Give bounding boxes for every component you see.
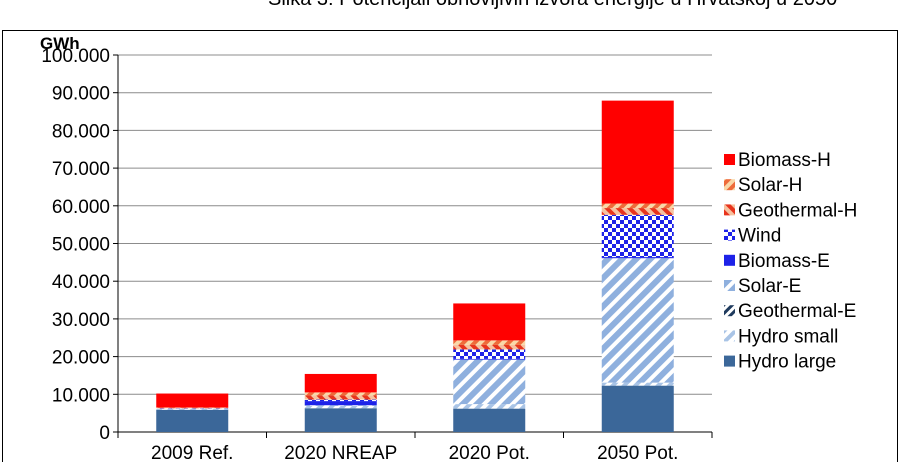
bar-segment-geothermal-h bbox=[601, 208, 674, 215]
legend-swatch bbox=[724, 229, 735, 241]
legend-label: Biomass-H bbox=[738, 150, 831, 171]
legend-swatch bbox=[724, 154, 735, 165]
legend-swatch bbox=[724, 204, 735, 216]
legend-label: Solar-H bbox=[738, 175, 802, 196]
bar-segment-wind bbox=[453, 349, 526, 359]
bar-segment-solar-h bbox=[304, 392, 377, 396]
y-tick-label: 20.000 bbox=[52, 348, 110, 369]
bar-segment-biomass-e bbox=[304, 401, 377, 406]
bar-segment-geothermal-h bbox=[453, 344, 526, 350]
legend-label: Hydro small bbox=[738, 326, 838, 347]
x-tick-label: 2020 Pot. bbox=[449, 443, 530, 464]
legend-label: Geothermal-E bbox=[738, 301, 856, 322]
legend-swatch bbox=[724, 280, 735, 291]
y-tick-label: 50.000 bbox=[52, 235, 110, 256]
y-tick-label: 70.000 bbox=[52, 159, 110, 180]
y-tick-label: 60.000 bbox=[52, 197, 110, 218]
y-axis-label: GWh bbox=[40, 34, 80, 53]
legend: Biomass-H Solar-H Geothermal-H Wind Biomass-… bbox=[724, 150, 857, 373]
y-tick-label: 90.000 bbox=[52, 84, 110, 105]
legend-swatch bbox=[724, 179, 735, 191]
y-tick-label: 0 bbox=[99, 423, 110, 444]
bar-segment-hydro-large bbox=[304, 408, 377, 432]
bars bbox=[156, 100, 674, 432]
x-tick-label: 2020 NREAP bbox=[284, 443, 397, 464]
bar-segment-biomass-e bbox=[453, 358, 526, 360]
bar-segment-hydro-large bbox=[156, 409, 229, 432]
bar-segment-hydro-small bbox=[304, 405, 377, 409]
bar-segment-biomass-e bbox=[601, 257, 674, 259]
legend-label: Biomass-E bbox=[738, 251, 830, 272]
bar-segment-biomass-h bbox=[453, 303, 526, 341]
legend-label: Hydro large bbox=[738, 352, 836, 373]
bar-segment-wind bbox=[601, 214, 674, 258]
bar-segment-solar-h bbox=[601, 203, 674, 209]
legend-swatch bbox=[724, 355, 735, 367]
y-tick-label: 40.000 bbox=[52, 272, 110, 293]
y-tick-label: 100.000 bbox=[41, 46, 110, 67]
bar-segment-hydro-large bbox=[601, 385, 674, 432]
bar-segment-wind bbox=[304, 399, 377, 402]
bar-segment-solar-e bbox=[601, 258, 674, 383]
bar-segment-hydro-small bbox=[601, 382, 674, 386]
y-tick-label: 30.000 bbox=[52, 310, 110, 331]
y-tick-label: 80.000 bbox=[52, 121, 110, 142]
bar-segment-hydro-small bbox=[156, 408, 229, 410]
legend-swatch bbox=[724, 305, 735, 317]
chart-title: Slika 3: Potencijali obnovljivih izvora … bbox=[268, 0, 837, 11]
bar-segment-solar-e bbox=[304, 405, 377, 406]
legend-swatch bbox=[724, 330, 735, 342]
bar-segment-hydro-large bbox=[453, 408, 526, 432]
axes: 0 10.000 20.000 30.000 40.000 50.000 60.000 70.… bbox=[41, 46, 713, 464]
bar-segment-biomass-h bbox=[601, 100, 674, 204]
y-tick-label: 10.000 bbox=[52, 385, 110, 406]
legend-label: Solar-E bbox=[738, 276, 801, 297]
bar-segment-biomass-h bbox=[156, 393, 229, 408]
legend-swatch bbox=[724, 254, 735, 266]
x-tick-label: 2009 Ref. bbox=[151, 443, 233, 464]
legend-label: Wind bbox=[738, 226, 781, 247]
x-tick-label: 2050 Pot. bbox=[597, 443, 678, 464]
bar-segment-biomass-h bbox=[304, 373, 377, 393]
legend-label: Geothermal-H bbox=[738, 200, 857, 221]
bar-segment-hydro-small bbox=[453, 404, 526, 409]
bar-segment-geothermal-h bbox=[304, 395, 377, 400]
chart-frame bbox=[2, 30, 898, 462]
bar-segment-solar-e bbox=[453, 359, 526, 405]
bar-segment-solar-h bbox=[453, 340, 526, 345]
